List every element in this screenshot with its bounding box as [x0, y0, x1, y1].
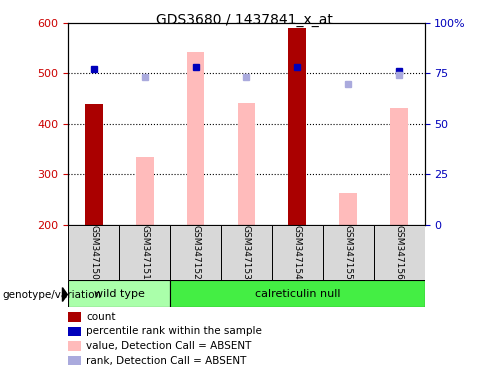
Bar [339, 194, 357, 225]
Text: value, Detection Call = ABSENT: value, Detection Call = ABSENT [86, 341, 252, 351]
Text: GSM347155: GSM347155 [344, 225, 353, 280]
Polygon shape [62, 288, 67, 301]
Bar [170, 280, 425, 307]
Text: GSM347151: GSM347151 [140, 225, 149, 280]
Text: GSM347154: GSM347154 [293, 225, 302, 280]
Text: count: count [86, 312, 116, 322]
Bar [119, 225, 170, 280]
Bar [374, 225, 425, 280]
Bar [323, 225, 374, 280]
Bar [390, 108, 408, 225]
Text: GSM347153: GSM347153 [242, 225, 251, 280]
Bar [170, 225, 221, 280]
Bar [136, 157, 154, 225]
Text: GSM347150: GSM347150 [89, 225, 98, 280]
Bar [238, 103, 255, 225]
Text: rank, Detection Call = ABSENT: rank, Detection Call = ABSENT [86, 356, 247, 366]
Bar [85, 104, 102, 225]
Bar [186, 52, 204, 225]
Bar [288, 28, 306, 225]
Text: percentile rank within the sample: percentile rank within the sample [86, 326, 262, 336]
Text: GDS3680 / 1437841_x_at: GDS3680 / 1437841_x_at [156, 13, 332, 27]
Bar [68, 225, 119, 280]
Text: wild type: wild type [94, 289, 144, 299]
Text: GSM347152: GSM347152 [191, 225, 200, 280]
Bar [221, 225, 272, 280]
Bar [272, 225, 323, 280]
Bar [68, 280, 170, 307]
Text: calreticulin null: calreticulin null [255, 289, 340, 299]
Text: GSM347156: GSM347156 [395, 225, 404, 280]
Text: genotype/variation: genotype/variation [2, 290, 102, 300]
